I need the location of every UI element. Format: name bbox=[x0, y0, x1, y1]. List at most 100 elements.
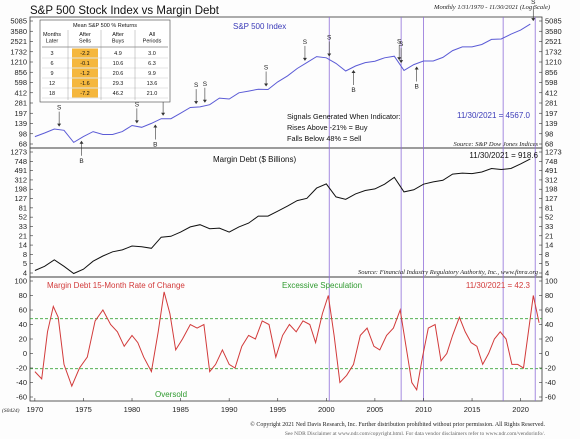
ytick-right-1-6: 81 bbox=[545, 203, 553, 212]
ytick-right-1-8: 33 bbox=[545, 222, 553, 231]
table-header-1-0: After bbox=[79, 32, 91, 38]
ytick-right-1-13: 4 bbox=[545, 269, 549, 278]
ytick-left-2-0: 100 bbox=[14, 277, 27, 286]
ytick-left-0-2: 2521 bbox=[10, 37, 27, 46]
sell-arrowhead-14 bbox=[531, 18, 536, 22]
ytick-left-0-5: 856 bbox=[14, 68, 27, 77]
ytick-right-2-3: 40 bbox=[545, 320, 553, 329]
table-header-3-1: Periods bbox=[143, 39, 162, 45]
returns-table-title: Mean S&P 500 % Returns bbox=[73, 23, 137, 29]
margin-debt-last-value: 11/30/2021 = 918.6 bbox=[469, 151, 538, 160]
ytick-right-2-8: -60 bbox=[545, 393, 556, 402]
ytick-left-1-4: 198 bbox=[14, 185, 27, 194]
ytick-right-0-11: 98 bbox=[545, 129, 553, 138]
ytick-left-2-1: 80 bbox=[19, 291, 27, 300]
ytick-left-2-8: -60 bbox=[16, 393, 27, 402]
ytick-right-2-7: -40 bbox=[545, 378, 556, 387]
sell-arrowhead-4 bbox=[161, 112, 166, 116]
table-cell-4-0: 18 bbox=[49, 91, 55, 97]
ytick-right-0-12: 68 bbox=[545, 140, 553, 149]
series-line-1-0 bbox=[34, 158, 531, 275]
ytick-right-1-9: 21 bbox=[545, 231, 553, 240]
table-sell-cell-3 bbox=[72, 78, 98, 88]
table-cell-2-1: -1.2 bbox=[80, 71, 89, 77]
sell-signal-9: S bbox=[327, 34, 332, 41]
table-cell-0-1: -2.2 bbox=[80, 51, 89, 57]
ytick-right-1-11: 8 bbox=[545, 250, 549, 259]
sell-signal-14: S bbox=[531, 0, 536, 6]
sell-arrowhead-6 bbox=[202, 99, 207, 103]
ytick-right-0-9: 197 bbox=[545, 109, 558, 118]
chart-title: S&P 500 Stock Index vs Margin Debt bbox=[30, 5, 220, 17]
ytick-left-0-1: 3580 bbox=[10, 27, 27, 36]
table-cell-3-1: -1.6 bbox=[80, 81, 89, 87]
buy-signal-3: B bbox=[153, 142, 157, 149]
ytick-right-0-7: 412 bbox=[545, 88, 558, 97]
sell-signal-6: S bbox=[203, 81, 208, 88]
table-cell-2-0: 9 bbox=[50, 71, 53, 77]
ytick-left-0-0: 5085 bbox=[10, 17, 27, 26]
excessive-label: Excessive Speculation bbox=[282, 281, 362, 290]
series-line-2-0 bbox=[34, 291, 540, 392]
ytick-left-1-12: 5 bbox=[23, 259, 27, 268]
table-cell-3-3: 13.6 bbox=[147, 81, 158, 87]
ytick-left-0-9: 197 bbox=[14, 109, 27, 118]
series-layer bbox=[34, 23, 540, 392]
buy-signal-10: B bbox=[351, 87, 355, 94]
table-cell-4-1: -7.2 bbox=[80, 91, 89, 97]
table-cell-1-2: 10.6 bbox=[113, 61, 124, 67]
ytick-right-1-0: 1273 bbox=[545, 148, 562, 157]
buy-arrowhead-1 bbox=[79, 140, 84, 144]
roc-label: Margin Debt 15-Month Rate of Change bbox=[47, 281, 185, 290]
footer-disclaimer: See NDR Disclaimer at www.ndr.com/copyri… bbox=[285, 430, 546, 437]
sell-signal-0: S bbox=[57, 105, 62, 112]
ytick-right-1-2: 491 bbox=[545, 166, 558, 175]
xtick-label-6: 2000 bbox=[318, 405, 335, 414]
ytick-left-2-3: 40 bbox=[19, 320, 27, 329]
table-sell-cell-2 bbox=[72, 68, 98, 78]
ytick-right-2-1: 80 bbox=[545, 291, 553, 300]
ytick-left-2-5: 0 bbox=[23, 349, 27, 358]
table-cell-0-0: 3 bbox=[50, 51, 53, 57]
signal-buy-rule: Rises Above -21% = Buy bbox=[287, 123, 368, 132]
table-header-3-0: All bbox=[149, 32, 155, 38]
ytick-right-0-2: 2521 bbox=[545, 37, 562, 46]
ytick-left-1-6: 81 bbox=[19, 203, 27, 212]
ytick-left-0-12: 68 bbox=[19, 140, 27, 149]
sp500-last-value: 11/30/2021 = 4567.0 bbox=[457, 111, 531, 120]
ytick-right-0-4: 1210 bbox=[545, 58, 562, 67]
ytick-right-2-2: 60 bbox=[545, 306, 553, 315]
buy-arrowhead-13 bbox=[414, 66, 419, 70]
table-cell-4-2: 46.2 bbox=[113, 91, 124, 97]
ytick-right-1-4: 198 bbox=[545, 185, 558, 194]
table-cell-1-0: 6 bbox=[50, 61, 53, 67]
ytick-right-0-1: 3580 bbox=[545, 27, 562, 36]
highlight-layer bbox=[328, 17, 536, 401]
middle-panel-frame bbox=[29, 147, 543, 278]
sell-signal-7: S bbox=[264, 64, 269, 71]
sell-arrowhead-2 bbox=[134, 120, 139, 124]
signal-sell-rule: Falls Below 48% = Sell bbox=[287, 134, 362, 143]
ytick-right-2-6: -20 bbox=[545, 364, 556, 373]
table-sell-cell-1 bbox=[72, 58, 98, 68]
table-cell-2-2: 20.6 bbox=[113, 71, 124, 77]
table-header-0-1: Later bbox=[46, 39, 59, 45]
ytick-left-0-3: 1732 bbox=[10, 47, 27, 56]
ytick-right-1-12: 5 bbox=[545, 259, 549, 268]
xtick-label-5: 1995 bbox=[269, 405, 286, 414]
ytick-left-0-8: 281 bbox=[14, 99, 27, 108]
sell-signal-12: S bbox=[399, 41, 404, 48]
bottom-panel-frame bbox=[29, 276, 543, 402]
footer-copyright: © Copyright 2021 Ned Davis Research, Inc… bbox=[250, 421, 545, 428]
sell-signal-11: S bbox=[397, 38, 402, 45]
xtick-label-10: 2020 bbox=[512, 405, 529, 414]
sp500-source: Source: S&P Dow Jones Indices bbox=[454, 141, 539, 148]
sell-arrowhead-12 bbox=[399, 60, 404, 64]
xtick-label-9: 2015 bbox=[464, 405, 481, 414]
grid-layer bbox=[30, 318, 542, 370]
ytick-left-1-0: 1273 bbox=[10, 148, 27, 157]
buy-arrowhead-10 bbox=[351, 69, 356, 73]
ytick-right-1-1: 748 bbox=[545, 157, 558, 166]
ytick-left-1-3: 312 bbox=[14, 175, 27, 184]
